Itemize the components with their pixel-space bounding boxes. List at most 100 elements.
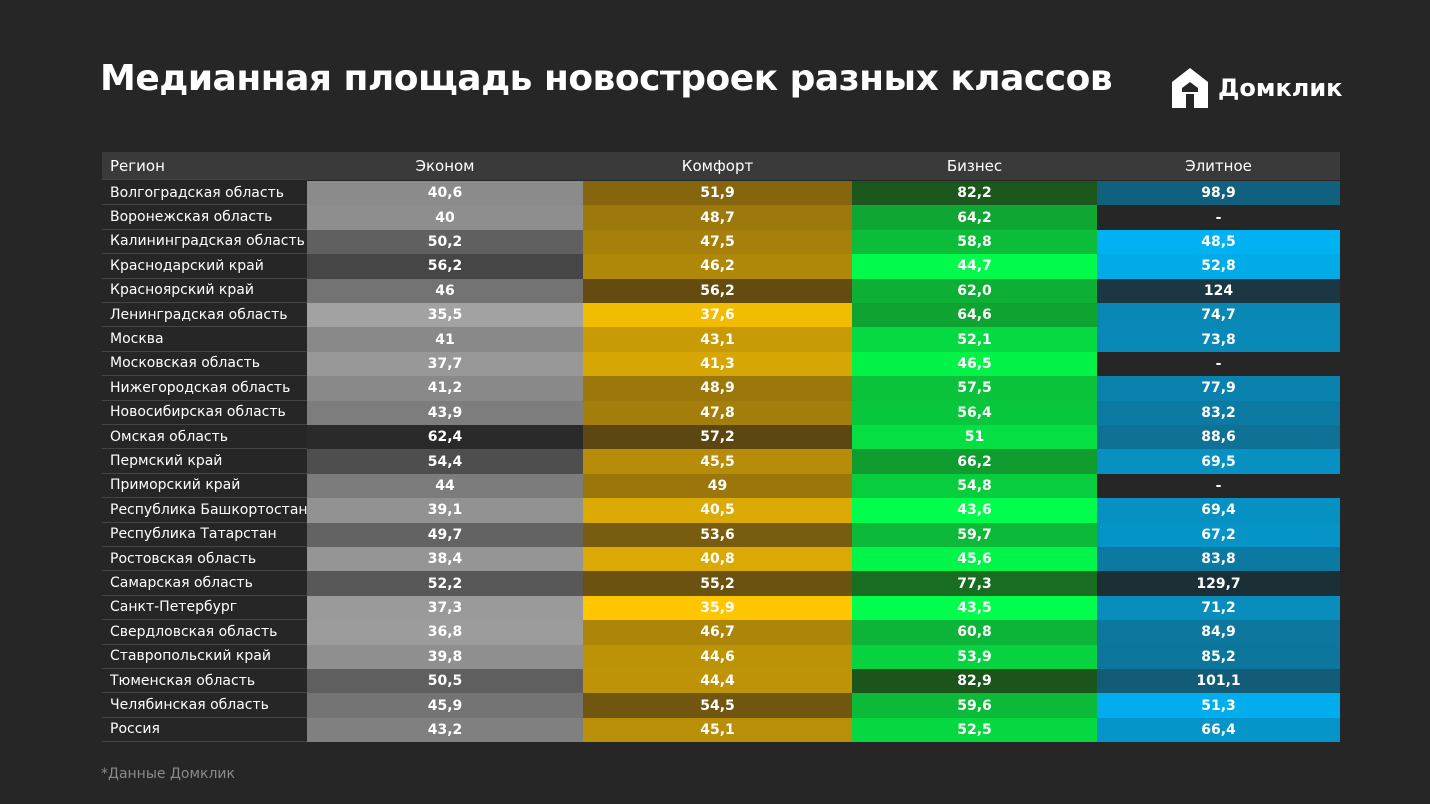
- region-cell: Красноярский край: [102, 279, 307, 303]
- value-cell: 88,6: [1097, 425, 1340, 450]
- value-cell: 37,7: [307, 351, 583, 377]
- region-cell: Россия: [102, 718, 307, 743]
- region-cell: Московская область: [102, 352, 307, 377]
- value-cell: 64,6: [852, 303, 1097, 328]
- value-cell: 43,1: [583, 327, 852, 352]
- region-cell: Омская область: [102, 425, 307, 450]
- value-cell: 56,2: [583, 278, 852, 303]
- value-cell: 64,2: [852, 205, 1097, 230]
- value-cell: -: [1097, 205, 1340, 230]
- value-cell: 43,6: [852, 498, 1097, 523]
- value-cell: 51,9: [583, 181, 852, 206]
- region-cell: Ростовская область: [102, 547, 307, 572]
- value-cell: 48,9: [583, 376, 852, 401]
- value-cell: 59,7: [852, 522, 1097, 547]
- value-cell: 37,3: [307, 595, 583, 621]
- value-cell: 62,4: [307, 425, 583, 450]
- value-cell: 74,7: [1097, 303, 1340, 328]
- region-cell: Краснодарский край: [102, 254, 307, 279]
- value-cell: 54,8: [852, 473, 1097, 499]
- value-cell: 54,4: [307, 449, 583, 474]
- value-cell: 51,3: [1097, 693, 1340, 718]
- value-cell: 47,8: [583, 400, 852, 425]
- value-cell: 55,2: [583, 571, 852, 596]
- value-cell: 35,9: [583, 595, 852, 621]
- value-cell: 83,8: [1097, 547, 1340, 572]
- logo: Домклик: [1170, 66, 1342, 110]
- region-cell: Нижегородская область: [102, 376, 307, 401]
- value-cell: 85,2: [1097, 644, 1340, 669]
- region-cell: Воронежская область: [102, 205, 307, 230]
- value-cell: 46,2: [583, 254, 852, 279]
- value-cell: 50,5: [307, 669, 583, 694]
- region-cell: Республика Башкортостан: [102, 498, 308, 523]
- region-cell: Ставропольский край: [102, 645, 307, 669]
- value-cell: 52,5: [852, 717, 1097, 743]
- logo-icon: [1172, 68, 1208, 108]
- value-cell: 66,4: [1097, 717, 1340, 743]
- column-header: Эконом: [307, 152, 583, 180]
- value-cell: 101,1: [1097, 669, 1340, 694]
- value-cell: 83,2: [1097, 400, 1340, 425]
- value-cell: 41: [307, 327, 583, 352]
- value-cell: 43,5: [852, 595, 1097, 621]
- value-cell: 46,5: [852, 351, 1097, 377]
- value-cell: 47,5: [583, 229, 852, 255]
- value-cell: 59,6: [852, 693, 1097, 718]
- value-cell: 37,6: [583, 303, 852, 328]
- value-cell: 44: [307, 473, 583, 499]
- value-cell: 58,8: [852, 229, 1097, 255]
- column-header: Комфорт: [583, 152, 852, 180]
- value-cell: 54,5: [583, 693, 852, 718]
- value-cell: 69,4: [1097, 498, 1340, 523]
- region-cell: Республика Татарстан: [102, 523, 307, 547]
- value-cell: 40,8: [583, 547, 852, 572]
- column-header: Бизнес: [852, 152, 1097, 180]
- value-cell: 82,2: [852, 181, 1097, 206]
- value-cell: 56,4: [852, 400, 1097, 425]
- value-cell: 45,5: [583, 449, 852, 474]
- value-cell: 73,8: [1097, 327, 1340, 352]
- value-cell: 57,5: [852, 376, 1097, 401]
- region-cell: Волгоградская область: [102, 181, 307, 206]
- value-cell: 49: [583, 473, 852, 499]
- value-cell: 45,6: [852, 547, 1097, 572]
- title: Медианная площадь новостроек разных клас…: [100, 58, 1113, 99]
- value-cell: 66,2: [852, 449, 1097, 474]
- value-cell: 45,9: [307, 693, 583, 718]
- value-cell: 56,2: [307, 254, 583, 279]
- value-cell: 35,5: [307, 303, 583, 328]
- value-cell: 124: [1097, 278, 1340, 303]
- value-cell: 52,2: [307, 571, 583, 596]
- region-cell: Свердловская область: [102, 620, 307, 645]
- region-cell: Самарская область: [102, 571, 307, 596]
- value-cell: 77,9: [1097, 376, 1340, 401]
- value-cell: 36,8: [307, 620, 583, 645]
- value-cell: 53,9: [852, 644, 1097, 669]
- value-cell: 39,1: [307, 498, 583, 523]
- value-cell: 62,0: [852, 278, 1097, 303]
- value-cell: 40,6: [307, 181, 583, 206]
- region-cell: Тюменская область: [102, 669, 307, 694]
- value-cell: 52,1: [852, 327, 1097, 352]
- value-cell: 46: [307, 278, 583, 303]
- value-cell: 84,9: [1097, 620, 1340, 645]
- value-cell: 53,6: [583, 522, 852, 547]
- region-cell: Новосибирская область: [102, 401, 307, 425]
- value-cell: 41,2: [307, 376, 583, 401]
- value-cell: 39,8: [307, 644, 583, 669]
- value-cell: 40: [307, 205, 583, 230]
- value-cell: 50,2: [307, 229, 583, 255]
- value-cell: 38,4: [307, 547, 583, 572]
- value-cell: 43,9: [307, 400, 583, 425]
- value-cell: -: [1097, 351, 1340, 377]
- region-cell: Калининградская область: [102, 230, 307, 255]
- value-cell: 67,2: [1097, 522, 1340, 547]
- value-cell: 41,3: [583, 351, 852, 377]
- region-cell: Ленинградская область: [102, 303, 307, 328]
- region-cell: Москва: [102, 327, 307, 352]
- value-cell: 44,6: [583, 644, 852, 669]
- value-cell: 71,2: [1097, 595, 1340, 621]
- value-cell: 60,8: [852, 620, 1097, 645]
- column-header: Регион: [102, 152, 307, 180]
